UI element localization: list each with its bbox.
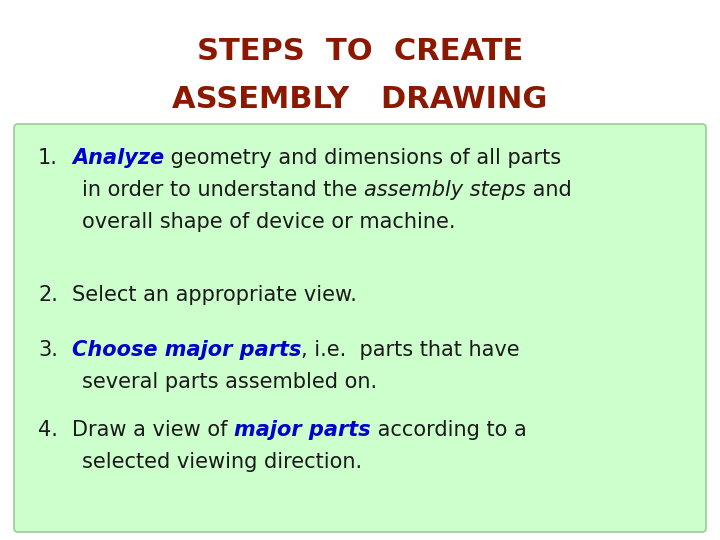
Text: assembly steps: assembly steps [364, 180, 526, 200]
FancyBboxPatch shape [14, 124, 706, 532]
Text: Draw a view of: Draw a view of [72, 420, 234, 440]
Text: Select an appropriate view.: Select an appropriate view. [72, 285, 357, 305]
Text: geometry and dimensions of all parts: geometry and dimensions of all parts [164, 148, 562, 168]
Text: Choose major parts: Choose major parts [72, 340, 302, 360]
Text: in order to understand the: in order to understand the [82, 180, 364, 200]
Text: Analyze: Analyze [72, 148, 164, 168]
Text: selected viewing direction.: selected viewing direction. [82, 452, 362, 472]
Text: overall shape of device or machine.: overall shape of device or machine. [82, 212, 456, 232]
Text: major parts: major parts [234, 420, 371, 440]
Text: , i.e.  parts that have: , i.e. parts that have [302, 340, 520, 360]
Text: ASSEMBLY   DRAWING: ASSEMBLY DRAWING [172, 85, 548, 114]
Text: several parts assembled on.: several parts assembled on. [82, 372, 377, 392]
Text: 2.: 2. [38, 285, 58, 305]
Text: STEPS  TO  CREATE: STEPS TO CREATE [197, 37, 523, 66]
Text: and: and [526, 180, 572, 200]
Text: 4.: 4. [38, 420, 58, 440]
Text: according to a: according to a [371, 420, 526, 440]
Text: 1.: 1. [38, 148, 58, 168]
Text: 3.: 3. [38, 340, 58, 360]
